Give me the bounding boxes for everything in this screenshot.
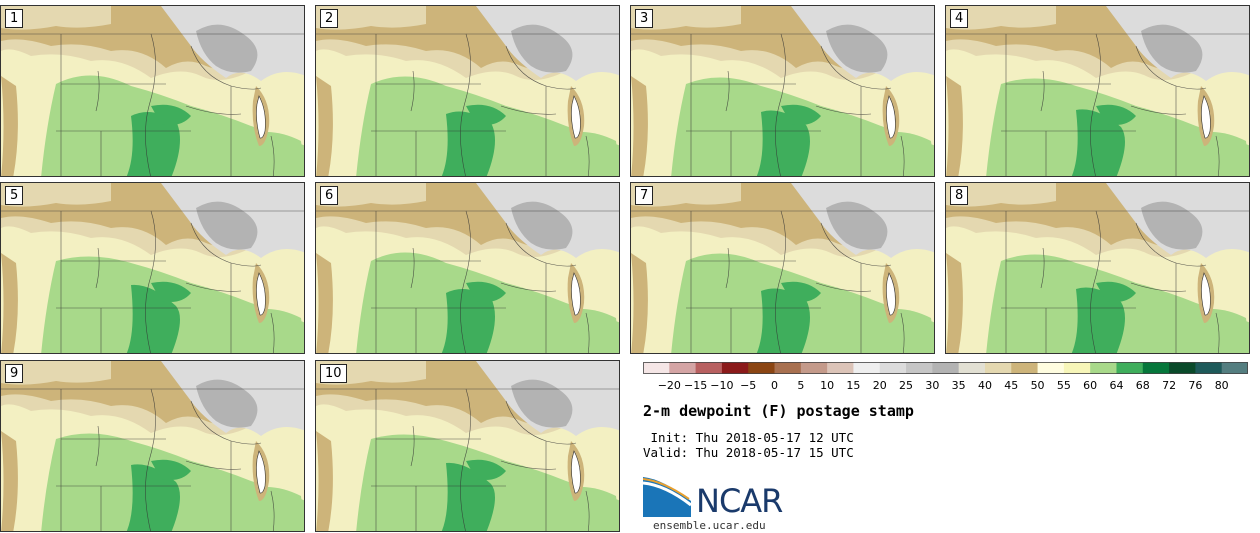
colorbar-segment [721,362,749,374]
colorbar-border [643,362,1248,374]
member-number: 7 [635,186,654,205]
init-time: Init: Thu 2018-05-17 12 UTC [643,430,854,445]
dewpoint-map [1,183,304,353]
member-number: 1 [5,9,24,28]
postage-stamp-panel: 7 [630,182,935,354]
dewpoint-map [631,6,934,176]
colorbar-segment [748,362,776,374]
postage-stamp-panel: 5 [0,182,305,354]
colorbar-segment [853,362,881,374]
colorbar-segment [827,362,854,374]
dewpoint-map [1,6,304,176]
colorbar-tick-label: −20 [657,379,681,392]
postage-stamp-panel: 2 [315,5,620,177]
valid-time: Valid: Thu 2018-05-17 15 UTC [643,445,854,460]
postage-stamp-panel: 8 [945,182,1250,354]
colorbar-segment [1195,362,1223,374]
colorbar-segment [1169,362,1196,374]
colorbar-tick-label: 0 [771,379,779,392]
postage-stamp-panel: 10 [315,360,620,532]
colorbar-segment [879,362,907,374]
colorbar [643,362,1248,374]
member-number: 8 [950,186,969,205]
colorbar-tick-label: 40 [977,379,992,392]
colorbar-tick-label: 10 [820,379,835,392]
colorbar-segment [774,362,802,374]
colorbar-tick-label: 5 [797,379,805,392]
dewpoint-map [631,183,934,353]
colorbar-tick-label: 25 [899,379,914,392]
colorbar-segment [1142,362,1170,374]
colorbar-tick-label: −10 [710,379,734,392]
colorbar-segment [1090,362,1117,374]
member-number: 3 [635,9,654,28]
colorbar-segment [669,362,697,374]
colorbar-segment [695,362,723,374]
dewpoint-map [316,6,619,176]
postage-stamp-panel: 9 [0,360,305,532]
colorbar-segment [906,362,933,374]
colorbar-segment [984,362,1012,374]
dewpoint-map [946,183,1249,353]
colorbar-tick-label: 50 [1030,379,1045,392]
colorbar-segment [643,362,670,374]
colorbar-tick-label: 80 [1214,379,1229,392]
colorbar-tick-label: 60 [1083,379,1098,392]
dewpoint-map [316,361,619,531]
colorbar-tick-label: 68 [1135,379,1150,392]
postage-stamp-panel: 4 [945,5,1250,177]
colorbar-tick-label: 64 [1109,379,1124,392]
member-number: 5 [5,186,24,205]
colorbar-tick-label: −5 [740,379,757,392]
colorbar-tick-label: −15 [683,379,708,392]
colorbar-segment [1063,362,1091,374]
dewpoint-map [946,6,1249,176]
logo-wordmark: NCAR [696,482,783,520]
colorbar-tick-label: 15 [846,379,861,392]
member-number: 6 [320,186,339,205]
colorbar-tick-label: 76 [1188,379,1203,392]
member-number: 9 [5,364,24,383]
colorbar-tick-label: 72 [1162,379,1177,392]
dewpoint-map [316,183,619,353]
colorbar-tick-label: 45 [1004,379,1019,392]
postage-stamp-panel: 6 [315,182,620,354]
dewpoint-map [1,361,304,531]
member-number: 2 [320,9,339,28]
ncar-logo-icon [643,477,692,517]
colorbar-tick-label: 30 [925,379,940,392]
colorbar-segment [800,362,828,374]
postage-stamp-panel: 1 [0,5,305,177]
colorbar-segment [1221,362,1248,374]
colorbar-tick-label: 35 [951,379,966,392]
colorbar-segment [1011,362,1039,374]
colorbar-tick-label: 20 [872,379,887,392]
member-number: 4 [950,9,969,28]
colorbar-segment [1037,362,1065,374]
colorbar-tick-label: 55 [1056,379,1071,392]
site-url: ensemble.ucar.edu [653,519,766,532]
figure-title: 2-m dewpoint (F) postage stamp [643,402,914,420]
member-number: 10 [320,364,347,383]
postage-stamp-panel: 3 [630,5,935,177]
colorbar-segment [932,362,960,374]
colorbar-segment [1116,362,1144,374]
colorbar-segment [958,362,986,374]
